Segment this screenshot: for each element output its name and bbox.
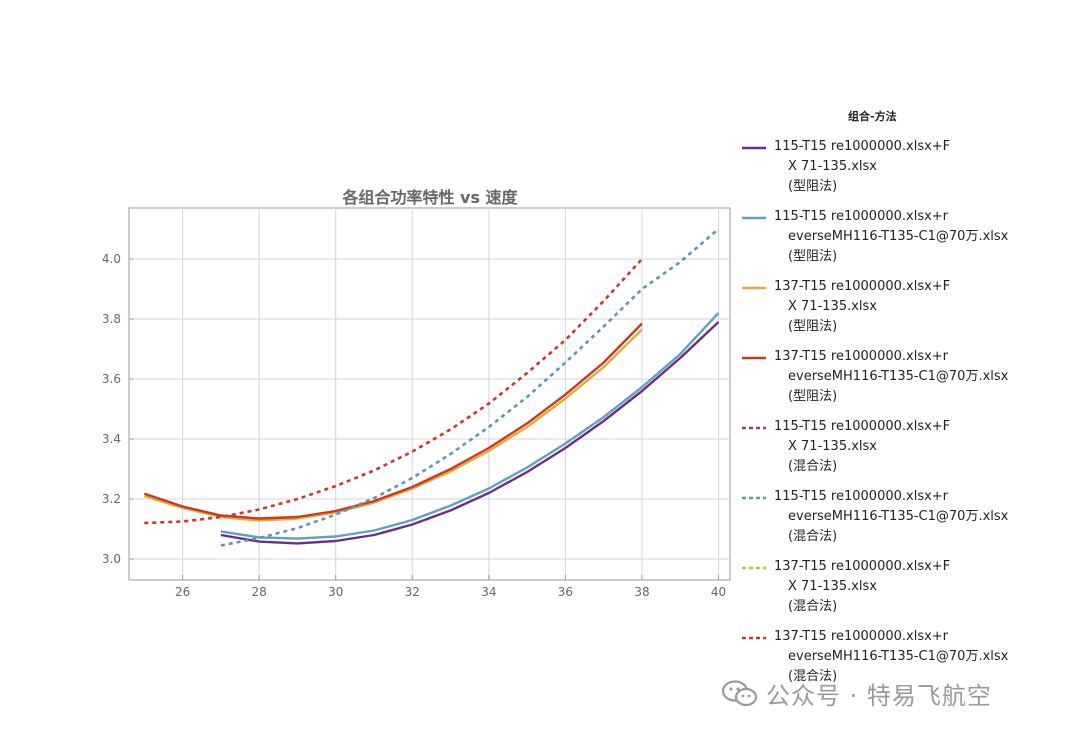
legend-swatch	[742, 496, 766, 500]
x-tick-label: 30	[328, 585, 343, 599]
legend-label: 115-T15 re1000000.xlsx+F X 71-135.xlsx (混合…	[774, 417, 950, 477]
watermark-text: 公众号 · 特易飞航空	[766, 682, 992, 710]
legend-label: 137-T15 re1000000.xlsx+r everseMH116-T135…	[774, 627, 1008, 687]
legend-label-line: X 71-135.xlsx	[788, 579, 877, 594]
series-line-6	[220, 228, 720, 547]
legend-label-line: (混合法)	[788, 599, 838, 614]
grid	[129, 208, 730, 580]
legend-label-line: (混合法)	[788, 669, 838, 684]
x-tick-label: 38	[634, 585, 649, 599]
legend-item: 137-T15 re1000000.xlsx+r everseMH116-T135…	[742, 627, 1062, 697]
legend-swatch	[742, 286, 766, 290]
series-layer	[143, 228, 720, 547]
series-line-2	[220, 312, 720, 540]
legend-swatch	[742, 426, 766, 430]
legend-label-line: (型阻法)	[788, 319, 838, 334]
legend-label-line: 115-T15 re1000000.xlsx+F	[774, 139, 951, 154]
legend-label-line: X 71-135.xlsx	[788, 299, 877, 314]
tick-labels: 26 28 30 32 34 36 38 40 3.0 3.2 3.4 3.6 3.8 4.0	[102, 252, 726, 599]
x-tick-label: 40	[711, 585, 726, 599]
legend-item: 137-T15 re1000000.xlsx+r everseMH116-T135…	[742, 347, 1062, 417]
y-tick-label: 4.0	[102, 252, 121, 266]
legend-label-line: 137-T15 re1000000.xlsx+r	[774, 629, 949, 644]
legend-label-line: 137-T15 re1000000.xlsx+F	[774, 279, 951, 294]
legend-items: 115-T15 re1000000.xlsx+F X 71-135.xlsx (型阻…	[742, 137, 1062, 697]
legend-label: 115-T15 re1000000.xlsx+r everseMH116-T135…	[774, 207, 1008, 267]
legend-label-line: everseMH116-T135-C1@70万.xlsx	[788, 509, 1009, 524]
series-line-4	[143, 322, 643, 520]
y-tick-label: 3.2	[102, 492, 121, 506]
legend-item: 115-T15 re1000000.xlsx+F X 71-135.xlsx (型阻…	[742, 137, 1062, 207]
legend-item: 137-T15 re1000000.xlsx+F X 71-135.xlsx (型阻…	[742, 277, 1062, 347]
plot-frame	[128, 207, 731, 581]
legend-label-line: everseMH116-T135-C1@70万.xlsx	[788, 649, 1009, 664]
legend-label-line: everseMH116-T135-C1@70万.xlsx	[788, 229, 1009, 244]
wechat-icon	[722, 679, 758, 706]
legend-swatch	[742, 146, 766, 150]
legend-label-line: (型阻法)	[788, 389, 838, 404]
legend-label-line: 115-T15 re1000000.xlsx+r	[774, 489, 949, 504]
legend-item: 115-T15 re1000000.xlsx+r everseMH116-T135…	[742, 487, 1062, 557]
legend-label: 137-T15 re1000000.xlsx+F X 71-135.xlsx (混合…	[774, 557, 950, 617]
watermark: 公众号 · 特易飞航空	[722, 676, 992, 711]
legend-label-line: everseMH116-T135-C1@70万.xlsx	[788, 369, 1009, 384]
legend-label-line: X 71-135.xlsx	[788, 439, 877, 454]
legend-swatch	[742, 636, 766, 640]
legend-swatch	[742, 566, 766, 570]
legend-label: 115-T15 re1000000.xlsx+F X 71-135.xlsx (型阻…	[774, 137, 950, 197]
legend-label: 115-T15 re1000000.xlsx+r everseMH116-T135…	[774, 487, 1008, 547]
legend-label-line: (混合法)	[788, 529, 838, 544]
legend-swatch	[742, 356, 766, 360]
x-tick-label: 32	[405, 585, 420, 599]
legend-label-line: (型阻法)	[788, 179, 838, 194]
legend-label-line: X 71-135.xlsx	[788, 159, 877, 174]
y-tick-label: 3.6	[102, 372, 121, 386]
legend-item: 115-T15 re1000000.xlsx+F X 71-135.xlsx (混合…	[742, 417, 1062, 487]
series-line-1	[220, 321, 720, 545]
chart-title: 各组合功率特性 vs 速度	[341, 188, 518, 207]
legend-label: 137-T15 re1000000.xlsx+F X 71-135.xlsx (型阻…	[774, 277, 950, 337]
series-line-3	[143, 328, 643, 522]
legend-item: 115-T15 re1000000.xlsx+r everseMH116-T135…	[742, 207, 1062, 277]
legend-swatch	[742, 216, 766, 220]
legend-item: 137-T15 re1000000.xlsx+F X 71-135.xlsx (混合…	[742, 557, 1062, 627]
y-tick-label: 3.0	[102, 552, 121, 566]
x-tick-label: 36	[558, 585, 573, 599]
y-tick-label: 3.4	[102, 432, 121, 446]
legend-label-line: 115-T15 re1000000.xlsx+r	[774, 209, 949, 224]
legend-label-line: 115-T15 re1000000.xlsx+F	[774, 419, 951, 434]
series-line-8	[144, 258, 643, 525]
y-tick-label: 3.8	[102, 312, 121, 326]
x-tick-label: 34	[481, 585, 496, 599]
legend-label-line: (型阻法)	[788, 249, 838, 264]
x-tick-label: 28	[252, 585, 267, 599]
legend-title: 组合-方法	[848, 110, 897, 123]
legend-label-line: 137-T15 re1000000.xlsx+F	[774, 559, 951, 574]
legend-label-line: 137-T15 re1000000.xlsx+r	[774, 349, 949, 364]
x-tick-label: 26	[175, 585, 190, 599]
legend-label-line: (混合法)	[788, 459, 838, 474]
legend: 组合-方法 115-T15 re1000000.xlsx+F X 71-135.x…	[742, 108, 1062, 697]
legend-label: 137-T15 re1000000.xlsx+r everseMH116-T135…	[774, 347, 1008, 407]
